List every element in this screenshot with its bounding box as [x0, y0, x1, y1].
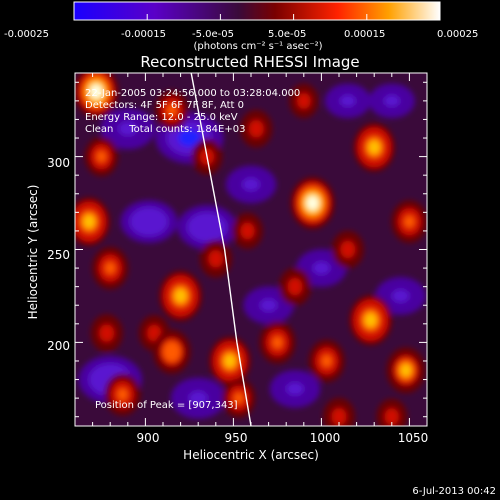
emission-source-4 — [102, 327, 112, 339]
emission-source-5 — [117, 388, 128, 401]
emission-source-23 — [368, 140, 381, 155]
negative-region-1 — [139, 214, 159, 229]
y-tick-label-250: 250 — [47, 248, 70, 262]
axis-ticks — [75, 73, 427, 426]
negative-region-11 — [383, 95, 400, 107]
negative-region-12 — [339, 95, 356, 107]
emission-source-16 — [272, 336, 283, 349]
footer-date: 6-Jul-2013 00:42 — [412, 486, 496, 497]
colorbar — [73, 1, 441, 21]
x-tick-label-900: 900 — [137, 431, 160, 445]
colorbar-tick-label-4: 0.00015 — [344, 29, 385, 40]
colorbar-tick-label-0: -0.00025 — [4, 29, 49, 40]
emission-source-2 — [96, 151, 107, 163]
negative-region-9 — [286, 382, 304, 396]
colorbar-unit-label: (photons cm⁻² s⁻¹ asec⁻²) — [193, 41, 322, 52]
negative-region-2 — [177, 129, 201, 147]
x-tick-label-1050: 1050 — [398, 431, 429, 445]
negative-region-7 — [260, 298, 278, 312]
emission-source-21 — [334, 411, 344, 422]
emission-source-11 — [211, 253, 221, 265]
x-tick-label-950: 950 — [225, 431, 248, 445]
annotation-detectors: Detectors: 4F 5F 6F 7F 8F, Att 0 — [85, 100, 244, 111]
emission-source-8 — [174, 288, 187, 304]
emission-source-24 — [364, 313, 377, 328]
chart-title: Reconstructed RHESSI Image — [140, 53, 359, 71]
emission-source-25 — [404, 215, 415, 228]
emission-source-7 — [166, 345, 178, 358]
negative-region-10 — [392, 289, 410, 303]
emission-source-1 — [83, 214, 95, 229]
colorbar-tick-label-2: -5.0e-05 — [192, 29, 234, 40]
y-tick-label-200: 200 — [47, 339, 70, 353]
emission-source-17 — [290, 281, 300, 292]
colorbar-ticks — [73, 14, 441, 20]
emission-source-14 — [243, 225, 252, 236]
x-axis-label: Heliocentric X (arcsec) — [183, 448, 319, 462]
solar-limb-line — [190, 73, 252, 426]
y-axis-label: Heliocentric Y (arcsec) — [26, 185, 40, 320]
negative-region-3 — [196, 219, 218, 235]
annotation-counts: Clean Total counts: 1.84E+03 — [85, 124, 245, 135]
emission-source-19 — [306, 195, 319, 211]
emission-source-13 — [234, 392, 244, 404]
colorbar-tick-label-5: 0.00025 — [437, 29, 478, 40]
emission-source-22 — [343, 244, 353, 255]
emission-source-26 — [400, 363, 412, 377]
emission-source-3 — [105, 262, 116, 275]
annotation-time-range: 22-Jan-2005 03:24:56.000 to 03:28:04.000 — [85, 88, 300, 99]
negative-region-4 — [242, 178, 260, 191]
emission-source-0 — [89, 84, 103, 99]
emission-source-9 — [167, 104, 177, 116]
emission-source-20 — [321, 355, 332, 367]
emission-source-6 — [149, 328, 159, 339]
x-tick-label-1000: 1000 — [310, 431, 341, 445]
negative-region-5 — [188, 391, 208, 406]
emission-source-12 — [224, 354, 236, 368]
peak-position-label: Position of Peak = [907,343] — [95, 400, 238, 411]
y-tick-label-300: 300 — [47, 156, 70, 170]
annotation-energy-range: Energy Range: 12.0 - 25.0 keV — [85, 112, 238, 123]
colorbar-tick-label-3: 5.0e-05 — [268, 29, 306, 40]
negative-region-8 — [312, 261, 330, 275]
negative-region-0 — [118, 121, 138, 136]
emission-source-18 — [299, 96, 308, 106]
emission-source-15 — [251, 123, 261, 135]
emission-source-27 — [387, 411, 397, 422]
heatmap-image — [75, 73, 427, 426]
colorbar-tick-label-1: -0.00015 — [121, 29, 166, 40]
